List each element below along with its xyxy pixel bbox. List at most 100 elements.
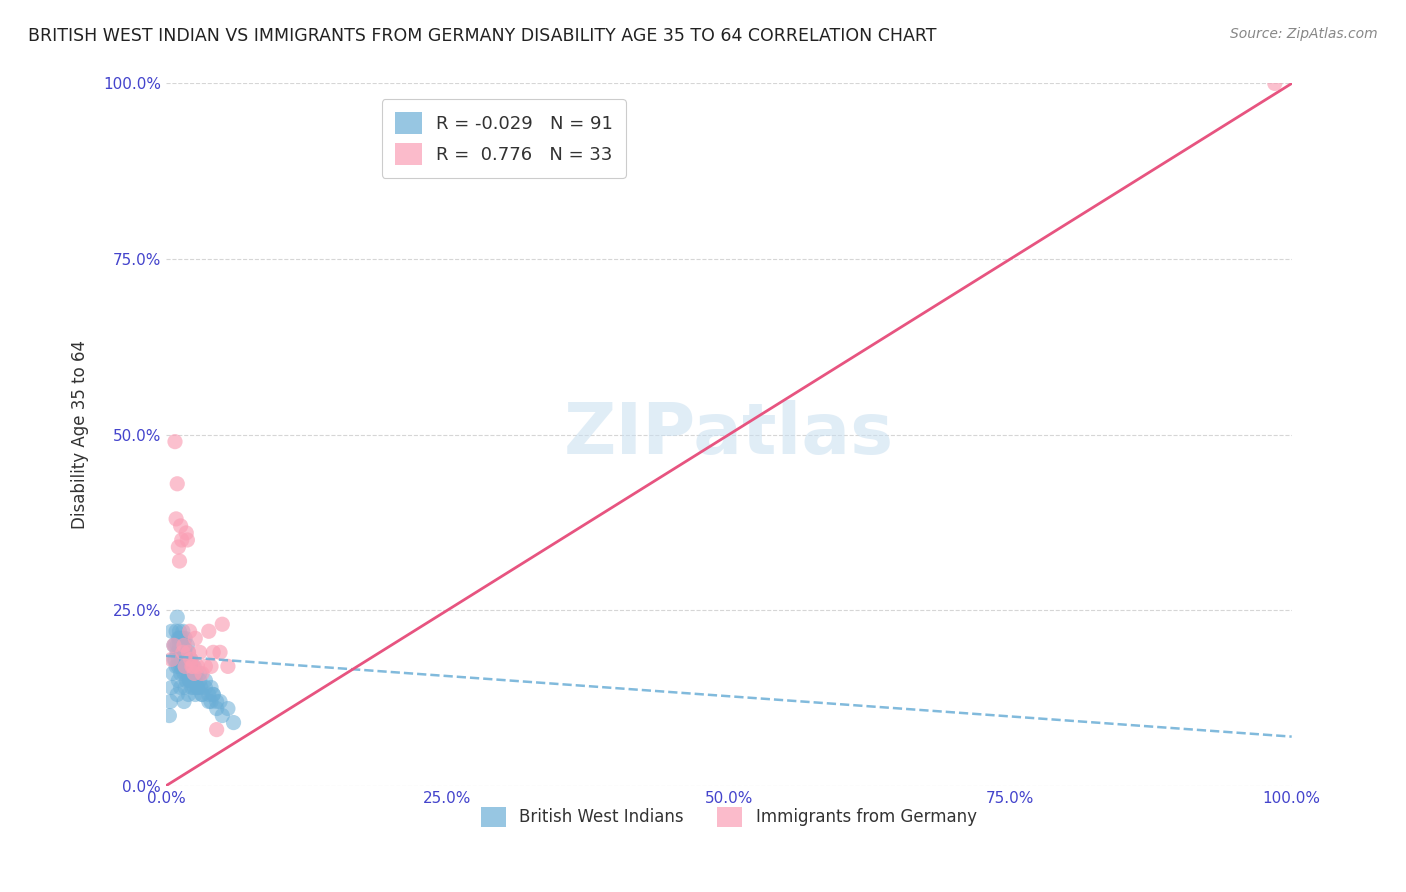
- Point: [173, 666, 195, 681]
- Point: [194, 659, 217, 673]
- Legend: British West Indians, Immigrants from Germany: British West Indians, Immigrants from Ge…: [474, 800, 983, 834]
- Point: [172, 645, 194, 659]
- Point: [176, 652, 198, 666]
- Point: [167, 652, 190, 666]
- Point: [172, 624, 194, 639]
- Point: [176, 652, 198, 666]
- Point: [211, 708, 233, 723]
- Point: [181, 666, 204, 681]
- Point: [181, 659, 204, 673]
- Point: [169, 681, 191, 695]
- Point: [188, 666, 211, 681]
- Point: [163, 638, 186, 652]
- Point: [194, 681, 217, 695]
- Point: [181, 666, 204, 681]
- Point: [197, 688, 219, 702]
- Point: [186, 666, 208, 681]
- Point: [200, 681, 222, 695]
- Point: [176, 533, 198, 547]
- Point: [169, 519, 191, 533]
- Point: [191, 688, 214, 702]
- Point: [179, 673, 201, 688]
- Point: [167, 540, 190, 554]
- Point: [163, 652, 186, 666]
- Point: [172, 632, 194, 646]
- Point: [188, 673, 211, 688]
- Point: [167, 632, 190, 646]
- Point: [191, 666, 214, 681]
- Point: [159, 694, 181, 708]
- Point: [205, 694, 228, 708]
- Point: [173, 638, 195, 652]
- Point: [169, 638, 191, 652]
- Point: [165, 659, 187, 673]
- Point: [169, 659, 191, 673]
- Point: [190, 681, 212, 695]
- Point: [202, 645, 225, 659]
- Point: [180, 652, 202, 666]
- Point: [166, 638, 188, 652]
- Point: [184, 688, 207, 702]
- Point: [162, 666, 184, 681]
- Point: [172, 659, 194, 673]
- Point: [173, 652, 195, 666]
- Point: [170, 652, 193, 666]
- Point: [169, 554, 191, 568]
- Point: [163, 638, 186, 652]
- Point: [186, 659, 208, 673]
- Point: [169, 666, 191, 681]
- Point: [184, 673, 207, 688]
- Point: [180, 659, 202, 673]
- Point: [217, 659, 239, 673]
- Text: BRITISH WEST INDIAN VS IMMIGRANTS FROM GERMANY DISABILITY AGE 35 TO 64 CORRELATI: BRITISH WEST INDIAN VS IMMIGRANTS FROM G…: [28, 27, 936, 45]
- Point: [186, 681, 208, 695]
- Point: [180, 673, 202, 688]
- Point: [179, 624, 201, 639]
- Point: [174, 632, 197, 646]
- Point: [202, 688, 225, 702]
- Point: [167, 659, 190, 673]
- Point: [163, 652, 186, 666]
- Point: [177, 645, 200, 659]
- Point: [174, 659, 197, 673]
- Point: [205, 701, 228, 715]
- Point: [169, 645, 191, 659]
- Point: [202, 688, 225, 702]
- Point: [177, 652, 200, 666]
- Point: [166, 476, 188, 491]
- Text: ZIPatlas: ZIPatlas: [564, 401, 894, 469]
- Point: [169, 645, 191, 659]
- Point: [183, 659, 205, 673]
- Point: [170, 533, 193, 547]
- Point: [217, 701, 239, 715]
- Point: [180, 666, 202, 681]
- Point: [160, 624, 183, 639]
- Point: [177, 645, 200, 659]
- Point: [211, 617, 233, 632]
- Point: [173, 638, 195, 652]
- Point: [177, 666, 200, 681]
- Point: [172, 645, 194, 659]
- Point: [179, 659, 201, 673]
- Point: [165, 624, 187, 639]
- Point: [163, 638, 186, 652]
- Point: [186, 681, 208, 695]
- Point: [174, 659, 197, 673]
- Point: [184, 632, 207, 646]
- Point: [1264, 77, 1286, 91]
- Point: [205, 723, 228, 737]
- Point: [180, 659, 202, 673]
- Point: [180, 681, 202, 695]
- Point: [179, 673, 201, 688]
- Point: [167, 673, 190, 688]
- Text: Source: ZipAtlas.com: Source: ZipAtlas.com: [1230, 27, 1378, 41]
- Point: [174, 645, 197, 659]
- Point: [222, 715, 245, 730]
- Y-axis label: Disability Age 35 to 64: Disability Age 35 to 64: [72, 340, 89, 529]
- Point: [163, 434, 186, 449]
- Point: [191, 688, 214, 702]
- Point: [176, 638, 198, 652]
- Point: [174, 673, 197, 688]
- Point: [170, 638, 193, 652]
- Point: [183, 673, 205, 688]
